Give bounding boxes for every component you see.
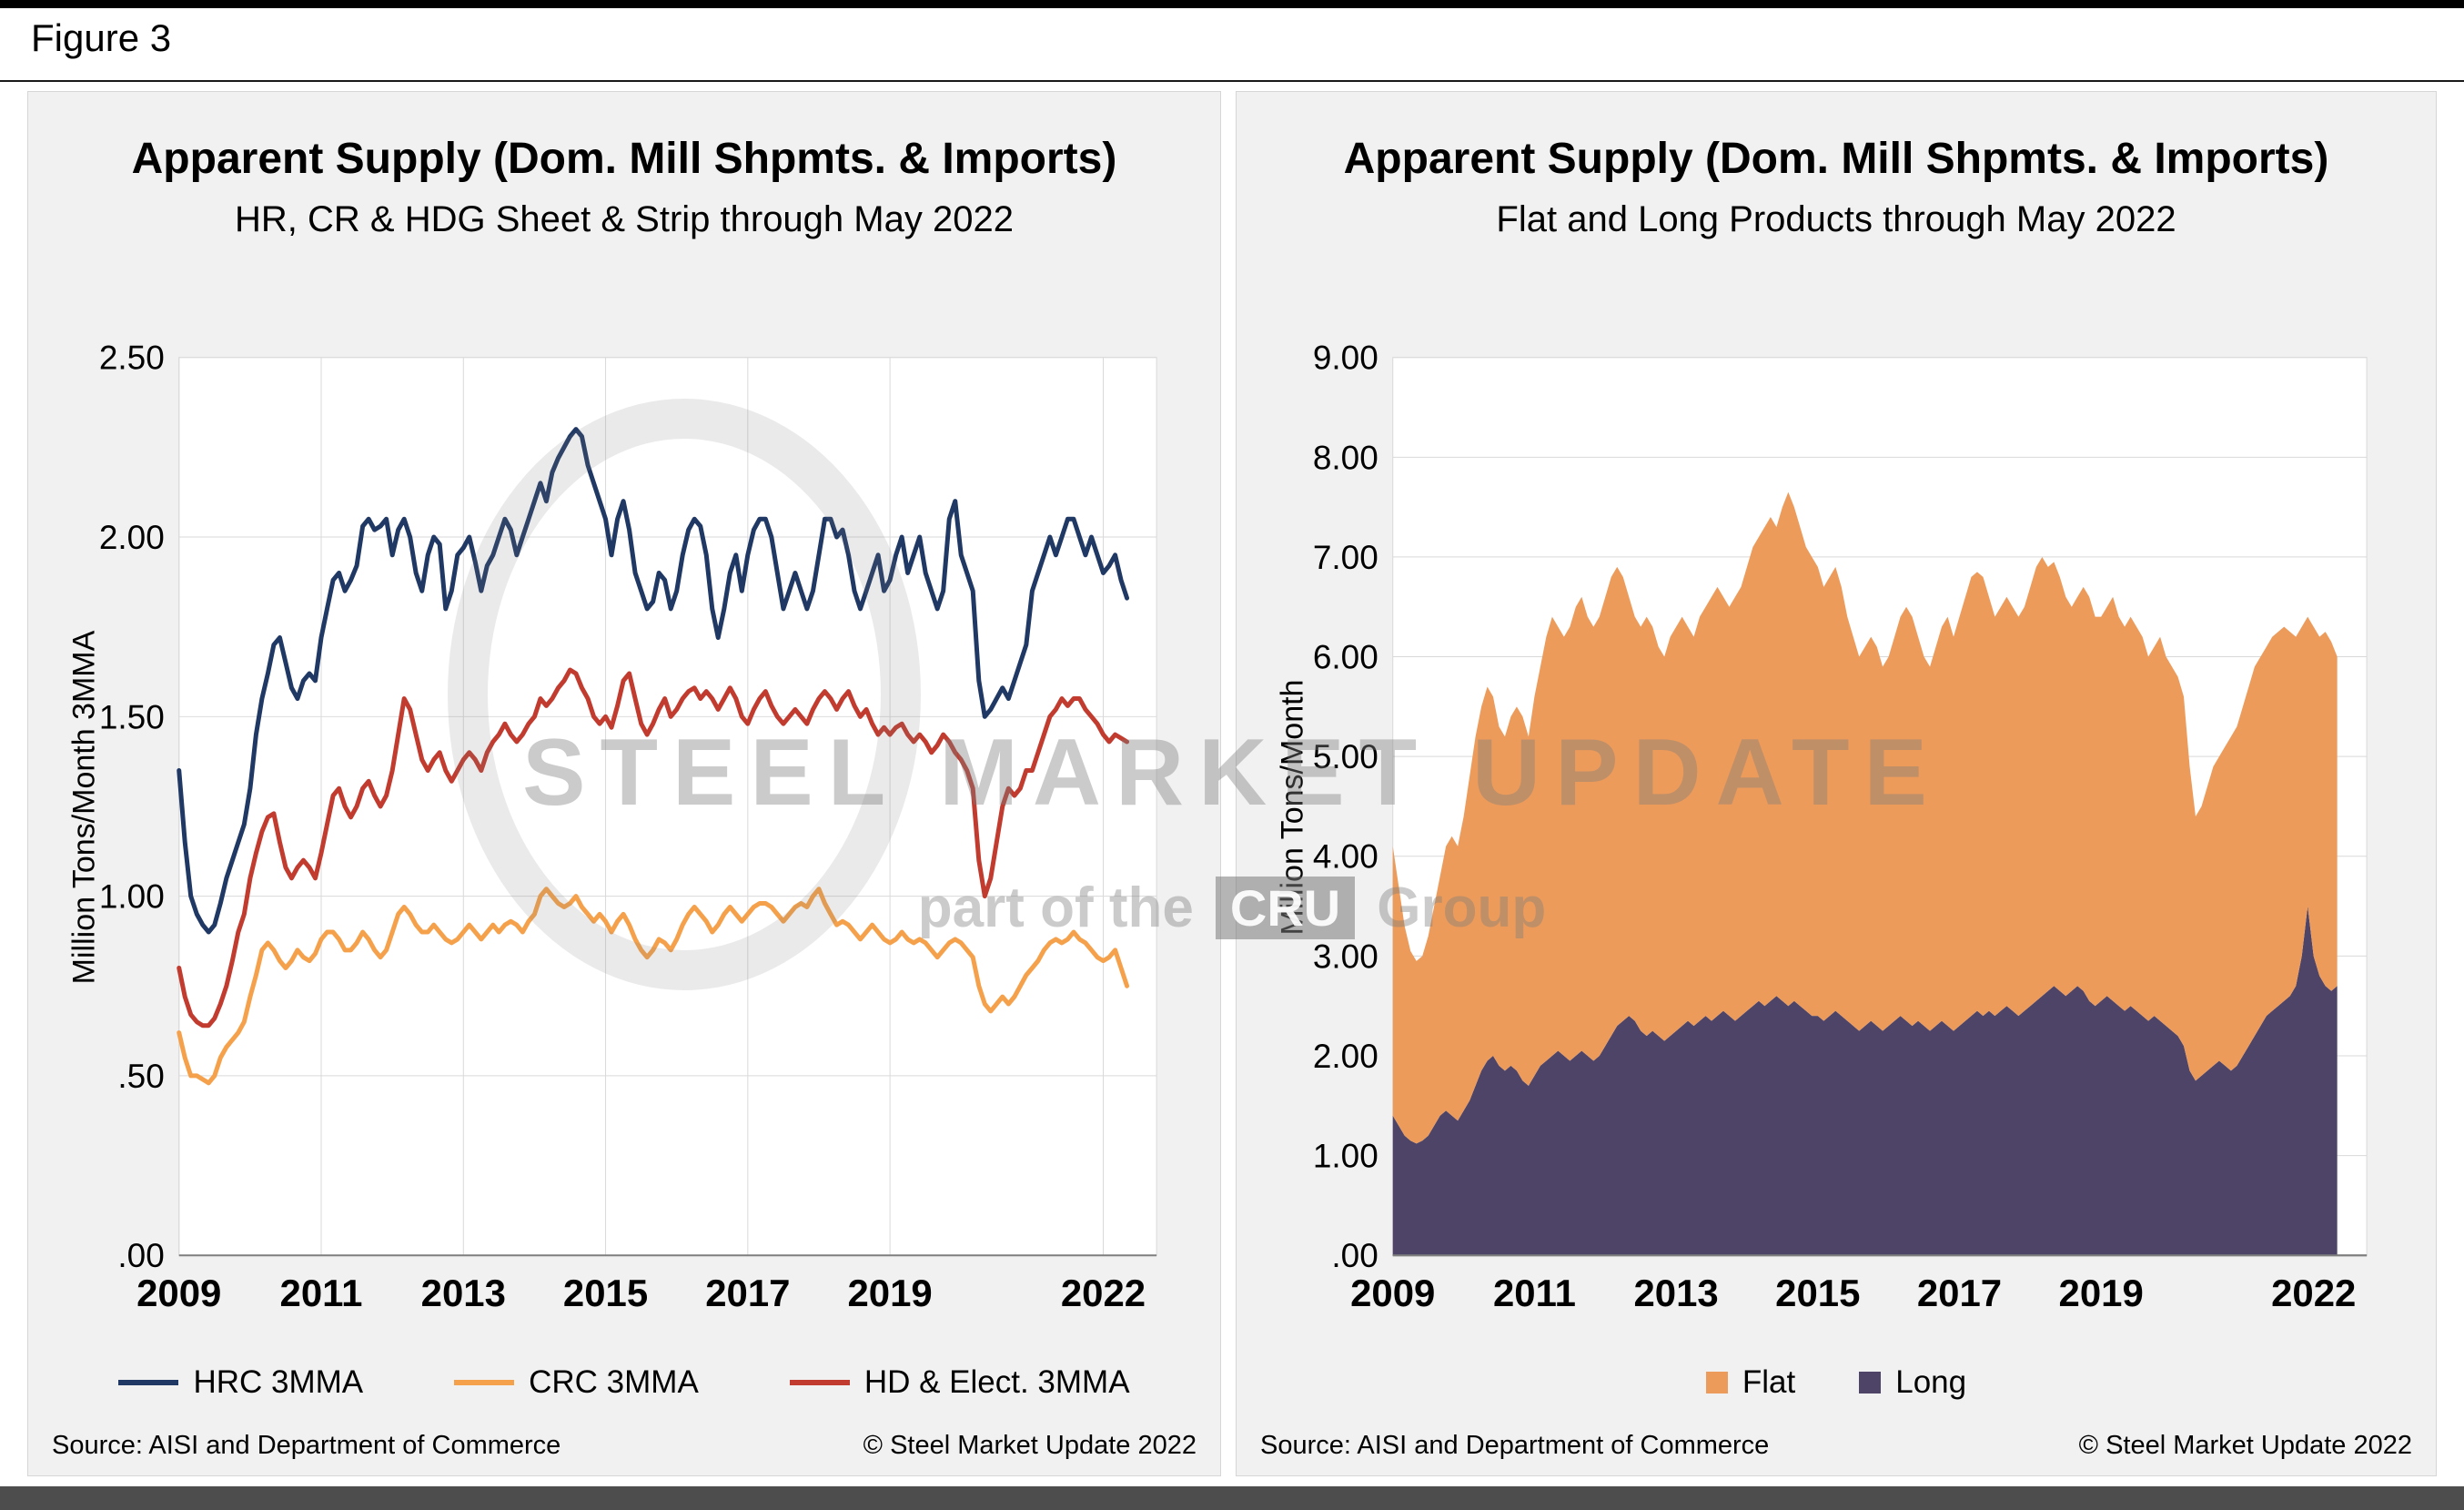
svg-text:2.50: 2.50 [99, 339, 165, 377]
crc-line-swatch [454, 1380, 515, 1385]
bottom-bar [0, 1486, 2464, 1510]
svg-text:2015: 2015 [563, 1272, 648, 1314]
legend-item-crc: CRC 3MMA [454, 1364, 699, 1401]
legend-item-hd-elect: HD & Elect. 3MMA [789, 1364, 1130, 1401]
left-legend: HRC 3MMA CRC 3MMA HD & Elect. 3MMA [28, 1364, 1220, 1401]
right-chart-subtitle: Flat and Long Products through May 2022 [1496, 199, 2176, 239]
svg-text:2022: 2022 [1061, 1272, 1146, 1314]
svg-text:.00: .00 [1331, 1237, 1378, 1274]
svg-text:1.50: 1.50 [99, 698, 165, 735]
svg-text:2011: 2011 [280, 1272, 363, 1314]
svg-text:1.00: 1.00 [1313, 1138, 1378, 1175]
area-chart-canvas: 9.008.007.006.005.004.003.002.001.00.002… [1313, 339, 2368, 1314]
left-copyright-text: © Steel Market Update 2022 [863, 1431, 1197, 1460]
legend-item-long: Long [1859, 1364, 1966, 1401]
svg-text:7.00: 7.00 [1313, 539, 1378, 576]
crc-legend-label: CRC 3MMA [529, 1364, 699, 1400]
svg-text:2017: 2017 [1917, 1272, 2002, 1314]
svg-text:4.00: 4.00 [1313, 838, 1378, 876]
svg-text:8.00: 8.00 [1313, 439, 1378, 476]
right-chart-footer: Source: AISI and Department of Commerce … [1260, 1431, 2412, 1461]
top-border [0, 0, 2464, 8]
left-source-text: Source: AISI and Department of Commerce [52, 1431, 561, 1460]
svg-text:.00: .00 [117, 1237, 164, 1274]
svg-text:5.00: 5.00 [1313, 738, 1378, 775]
left-chart-subtitle: HR, CR & HDG Sheet & Strip through May 2… [235, 199, 1014, 239]
right-source-text: Source: AISI and Department of Commerce [1260, 1431, 1770, 1460]
left-chart-title: Apparent Supply (Dom. Mill Shpmts. & Imp… [131, 135, 1117, 183]
hrc-line-swatch [118, 1380, 179, 1385]
left-chart-panel: Apparent Supply (Dom. Mill Shpmts. & Imp… [27, 91, 1221, 1476]
hrc-legend-label: HRC 3MMA [193, 1364, 364, 1400]
svg-text:2015: 2015 [1775, 1272, 1860, 1314]
svg-text:6.00: 6.00 [1313, 639, 1378, 676]
svg-text:2013: 2013 [1633, 1272, 1718, 1314]
svg-text:2009: 2009 [1350, 1272, 1435, 1314]
svg-text:2.00: 2.00 [1313, 1038, 1378, 1075]
hd-elect-line-swatch [789, 1380, 850, 1385]
svg-text:2019: 2019 [847, 1272, 932, 1314]
svg-text:2017: 2017 [705, 1272, 790, 1314]
left-chart-footer: Source: AISI and Department of Commerce … [52, 1431, 1197, 1461]
svg-text:2013: 2013 [421, 1272, 506, 1314]
svg-text:2.00: 2.00 [99, 519, 165, 556]
legend-item-hrc: HRC 3MMA [118, 1364, 363, 1401]
flat-square-swatch [1705, 1372, 1728, 1393]
right-chart-panel: Apparent Supply (Dom. Mill Shpmts. & Imp… [1236, 91, 2437, 1476]
svg-text:3.00: 3.00 [1313, 937, 1378, 975]
right-legend: Flat Long [1237, 1364, 2436, 1401]
svg-text:9.00: 9.00 [1313, 339, 1378, 377]
long-square-swatch [1859, 1372, 1882, 1393]
svg-text:2011: 2011 [1493, 1272, 1576, 1314]
right-chart-title: Apparent Supply (Dom. Mill Shpmts. & Imp… [1343, 135, 2329, 183]
figure-divider [0, 80, 2464, 82]
svg-text:2022: 2022 [2271, 1272, 2356, 1314]
legend-item-flat: Flat [1705, 1364, 1796, 1401]
svg-text:1.00: 1.00 [99, 878, 165, 916]
svg-text:2009: 2009 [136, 1272, 221, 1314]
figure-label: Figure 3 [31, 16, 172, 59]
right-copyright-text: © Steel Market Update 2022 [2078, 1431, 2412, 1460]
hd-elect-legend-label: HD & Elect. 3MMA [863, 1364, 1130, 1400]
svg-text:.50: .50 [117, 1058, 164, 1095]
long-legend-label: Long [1895, 1364, 1967, 1400]
svg-text:2019: 2019 [2059, 1272, 2144, 1314]
flat-legend-label: Flat [1742, 1364, 1796, 1400]
